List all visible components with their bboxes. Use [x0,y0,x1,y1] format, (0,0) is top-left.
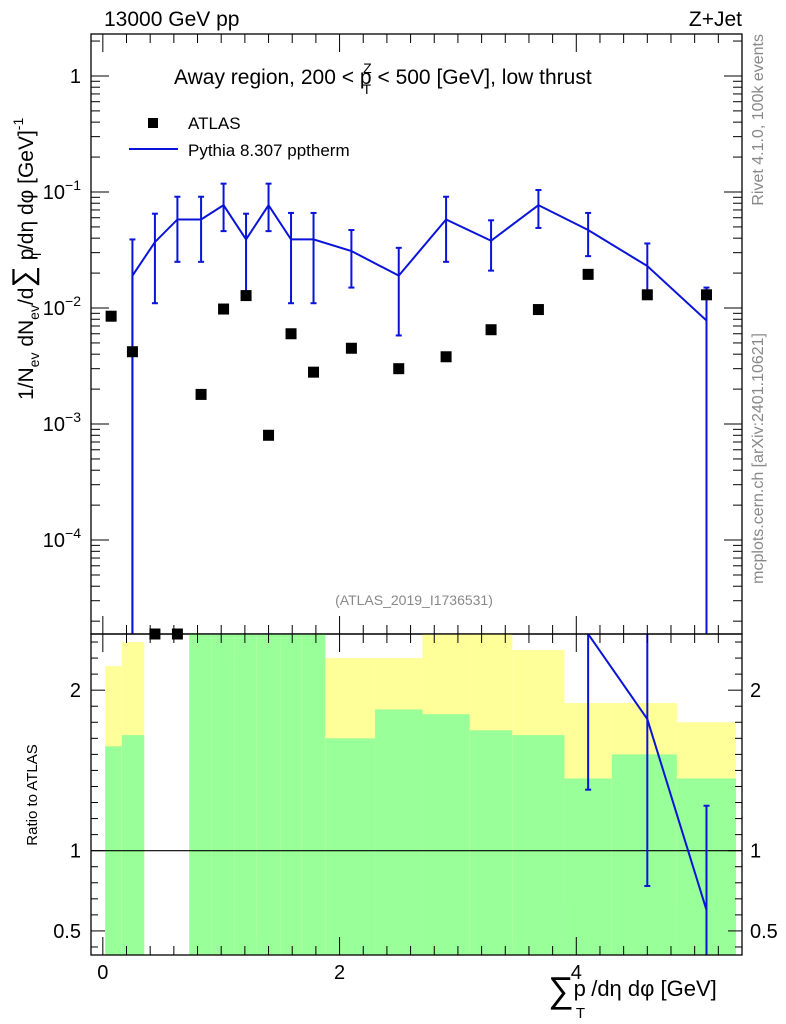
xlabel-t: T [576,1005,585,1022]
atlas-marker-10 [345,342,357,354]
band-green-9 [325,738,376,955]
atlas-marker-12 [440,351,452,363]
ylabel-part-sup: -1 [10,118,26,131]
atlas-marker-6 [240,290,252,302]
ylabel-sum-symbol: ∑ [7,266,40,287]
band-green-5 [234,634,257,955]
main-ytick-exponent-4: −4 [65,525,81,541]
main-title: Away region, 200 < pTZ < 500 [GeV], low … [174,60,592,97]
legend-atlas-label: ATLAS [188,114,241,133]
ylabel-part-b: dN [15,320,38,353]
legend-atlas-marker [148,118,158,128]
xlabel-rest: /dη dφ [GeV] [585,976,717,1001]
xtick-label-2: 4 [571,962,582,984]
atlas-marker-13 [485,324,497,336]
atlas-marker-9 [308,366,320,378]
band-green-1 [121,735,145,955]
ylabel-part-ev2: ev [26,305,42,320]
pythia-line [131,203,708,634]
main-title-post: < 500 [GeV], low thrust [372,66,592,89]
main-ytick-label-0: 1 [70,66,81,88]
ratio-ytick-label-left-1: 1 [70,841,81,863]
main-ytick-mantissa-4: 10 [43,530,65,552]
analysis-watermark: (ATLAS_2019_I1736531) [335,592,493,608]
atlas-marker-1 [126,346,138,358]
ratio-ytick-label-left-0: 2 [70,680,81,702]
ylabel-part-d: p [15,249,38,267]
main-plot-area: 110−110−210−310−4 [43,33,743,640]
legend-pythia-label: Pythia 8.307 pptherm [188,141,350,160]
xlabel-sum-symbol: ∑ [548,969,574,1010]
ratio-ytick-label-right-2: 0.5 [750,921,778,943]
atlas-marker-0 [105,310,117,322]
main-ytick-label-4: 10−4 [43,525,81,552]
x-axis-label: ∑p T /dη dφ [GeV] [548,969,717,1022]
band-green-8 [301,634,326,955]
main-ytick-mantissa-3: 10 [43,414,65,436]
mcplots-label: mcplots.cern.ch [arXiv:2401.10621] [750,333,767,584]
band-green-14 [564,778,612,955]
main-title-sup: Z [363,60,372,76]
atlas-marker-15 [582,268,594,280]
ylabel-part-ev1: ev [26,353,42,368]
atlas-marker-16 [641,289,653,301]
ylabel-part-t: T [28,250,44,259]
xtick-label-1: 2 [334,962,345,984]
xlabel-p: p [574,976,586,1001]
ylabel-part-e: /dη dφ [GeV] [15,130,38,250]
band-green-12 [469,730,513,955]
ratio-ytick-label-left-2: 0.5 [53,921,81,943]
main-ytick-exponent-1: −1 [65,177,81,193]
band-green-10 [375,709,423,955]
atlas-marker-8 [285,328,297,340]
band-green-13 [512,735,565,955]
main-ytick-exponent-2: −2 [65,293,81,309]
band-green-4 [211,634,235,955]
rivet-label: Rivet 4.1.0, 100k events [750,34,767,206]
atlas-marker-11 [393,363,405,375]
ylabel-part-a: 1/N [15,367,38,400]
band-green-7 [280,634,302,955]
main-ytick-label-3: 10−3 [43,409,81,436]
atlas-marker-5 [218,303,230,315]
header-collision-label: 13000 GeV pp [104,8,239,31]
main-ytick-mantissa-2: 10 [43,298,65,320]
main-ytick-label-2: 10−2 [43,293,81,320]
ratio-ytick-label-right-0: 2 [750,680,761,702]
xtick-label-0: 0 [97,962,108,984]
atlas-marker-17 [700,289,712,301]
band-green-15 [611,754,677,955]
main-ytick-label-1: 10−1 [43,177,81,204]
ratio-frame [90,633,743,956]
ratio-ytick-label-right-1: 1 [750,841,761,863]
main-ytick-mantissa-1: 10 [43,182,65,204]
header-process-label: Z+Jet [689,8,742,31]
atlas-marker-14 [532,304,544,316]
main-ytick-exponent-3: −3 [65,409,81,425]
ratio-ylabel: Ratio to ATLAS [24,744,41,845]
ylabel-part-c: /d [15,288,38,306]
band-green-11 [422,714,470,955]
band-green-3 [189,634,212,955]
band-green-6 [256,634,281,955]
legend: ATLAS Pythia 8.307 pptherm [129,114,350,160]
main-title-pre: Away region, 200 < p [174,66,372,89]
ratio-plot-area: 2 2 1 1 0.5 0.5 0 2 4 [53,34,778,984]
main-title-sub: T [363,81,372,97]
main-ylabel: 1/Nev dNev/d∑ pT/dη dφ [GeV]-1 [7,118,44,400]
atlas-marker-7 [263,429,275,441]
atlas-marker-4 [195,388,207,400]
